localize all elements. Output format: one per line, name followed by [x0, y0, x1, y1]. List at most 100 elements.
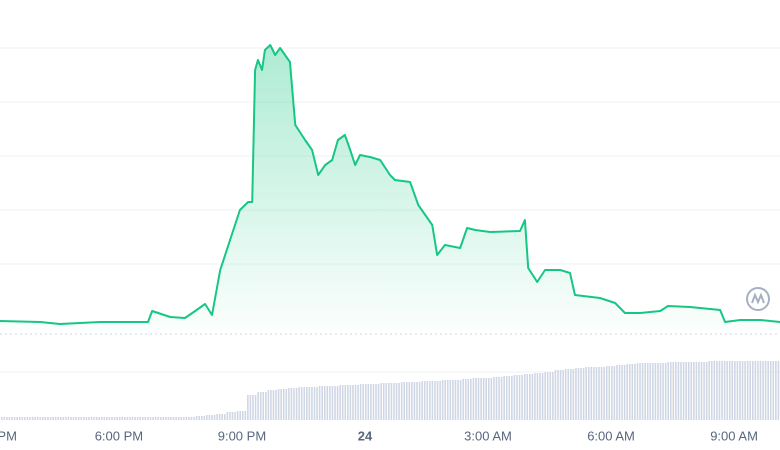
volume-bar [657, 363, 659, 420]
volume-bar [436, 381, 439, 420]
volume-bar [11, 417, 13, 420]
volume-bar [470, 379, 472, 420]
volume-bar [183, 417, 185, 420]
volume-bar [367, 384, 370, 420]
volume-bar [511, 376, 513, 420]
volume-bar [241, 411, 244, 420]
volume-bar [698, 362, 700, 420]
volume-bar [395, 383, 398, 420]
volume-bar [177, 417, 180, 420]
volume-bar [270, 390, 272, 420]
volume-bar [644, 363, 646, 420]
volume-bar [539, 373, 541, 420]
volume-bar [554, 370, 557, 420]
volume-bar [488, 378, 490, 420]
volume-bar [213, 415, 216, 420]
volume-bar [300, 387, 303, 420]
volume-bar [634, 364, 636, 420]
volume-bar [254, 395, 257, 420]
volume-bar [454, 380, 457, 420]
volume-bar [441, 380, 444, 420]
volume-bar [570, 369, 572, 420]
volume-bar [267, 390, 270, 420]
volume-bar [767, 361, 769, 420]
volume-bar [154, 417, 157, 420]
volume-bar [77, 417, 80, 420]
volume-bar [611, 366, 613, 420]
volume-bar [480, 378, 482, 420]
volume-bar [159, 417, 162, 420]
volume-bar [49, 417, 52, 420]
volume-bar [341, 385, 344, 420]
volume-bar [72, 417, 75, 420]
volume-bar [616, 365, 618, 420]
volume-bar [739, 361, 741, 420]
volume-bar [70, 417, 72, 420]
volume-bar [275, 390, 277, 420]
volume-bar [290, 388, 293, 420]
volume-bar [452, 380, 454, 420]
volume-bar [221, 414, 224, 420]
volume-bar [39, 417, 42, 420]
volume-bar [775, 361, 777, 420]
volume-bar [526, 374, 529, 420]
volume-bar [403, 382, 405, 420]
volume-bar [88, 417, 90, 420]
volume-bar [85, 417, 88, 420]
volume-bar [464, 379, 467, 420]
volume-bar [700, 362, 703, 420]
x-tick-label: 3:00 AM [464, 428, 512, 443]
volume-bar [3, 417, 6, 420]
volume-bar [321, 386, 323, 420]
volume-bar [669, 362, 672, 420]
volume-bar [193, 417, 195, 420]
volume-bar [344, 385, 347, 420]
volume-bar [206, 415, 208, 420]
volume-bar [257, 392, 259, 420]
volume-bar [413, 382, 416, 420]
volume-bar [713, 361, 716, 420]
volume-bar [559, 370, 562, 420]
volume-bar [754, 361, 757, 420]
volume-bar [244, 411, 247, 420]
volume-bar [382, 383, 385, 420]
volume-bar [726, 361, 728, 420]
volume-bar [675, 362, 677, 420]
volume-bar [482, 378, 485, 420]
volume-bar [746, 361, 749, 420]
volume-bar [603, 367, 605, 420]
volume-bar [298, 387, 300, 420]
volume-bar [400, 382, 403, 420]
volume-bar [16, 417, 18, 420]
volume-bar [613, 366, 616, 420]
volume-bar [636, 363, 639, 420]
volume-bar [90, 417, 93, 420]
volume-bar [318, 386, 321, 420]
volume-bar [623, 365, 626, 420]
volume-bar [459, 380, 462, 420]
volume-bar [641, 363, 644, 420]
volume-bar [618, 365, 621, 420]
volume-bar [654, 363, 657, 420]
volume-bar [195, 416, 198, 420]
volume-bar [621, 365, 623, 420]
volume-bar [180, 417, 183, 420]
volume-bar [36, 417, 39, 420]
volume-bar [736, 361, 739, 420]
volume-bar [531, 374, 534, 420]
volume-bar [552, 372, 554, 420]
volume-bar [1, 417, 3, 420]
volume-bar [728, 361, 731, 420]
volume-bar [390, 383, 393, 420]
volume-bar [277, 389, 280, 420]
volume-bar [493, 377, 495, 420]
volume-bar [259, 392, 262, 420]
volume-bar [211, 415, 213, 420]
x-tick-label: 9:00 PM [218, 428, 266, 443]
volume-bar [703, 362, 705, 420]
volume-bar [359, 384, 362, 420]
volume-bar [126, 417, 129, 420]
volume-bar [705, 362, 708, 420]
volume-bar [503, 376, 505, 420]
volume-bar [590, 367, 593, 420]
